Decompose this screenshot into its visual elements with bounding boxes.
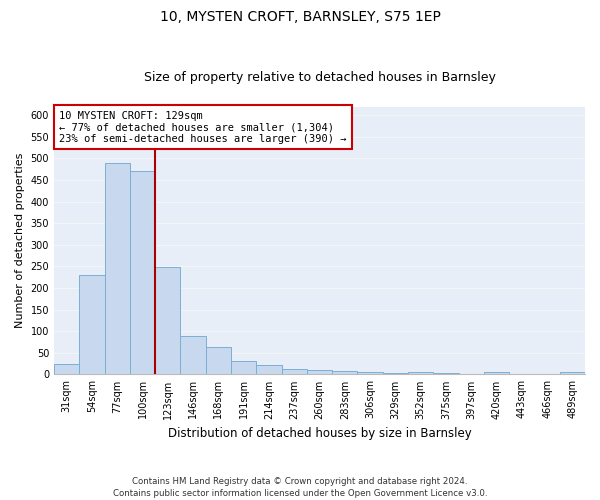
- Bar: [281, 369, 307, 374]
- Bar: [433, 372, 458, 374]
- Text: 10, MYSTEN CROFT, BARNSLEY, S75 1EP: 10, MYSTEN CROFT, BARNSLEY, S75 1EP: [160, 10, 440, 24]
- Bar: [484, 372, 509, 374]
- Bar: [54, 364, 79, 374]
- Y-axis label: Number of detached properties: Number of detached properties: [15, 153, 25, 328]
- Bar: [104, 162, 130, 374]
- Bar: [358, 372, 383, 374]
- X-axis label: Distribution of detached houses by size in Barnsley: Distribution of detached houses by size …: [167, 427, 472, 440]
- Bar: [181, 336, 206, 374]
- Bar: [155, 268, 181, 374]
- Bar: [383, 372, 408, 374]
- Title: Size of property relative to detached houses in Barnsley: Size of property relative to detached ho…: [143, 72, 496, 85]
- Bar: [307, 370, 332, 374]
- Bar: [256, 365, 281, 374]
- Text: 10 MYSTEN CROFT: 129sqm
← 77% of detached houses are smaller (1,304)
23% of semi: 10 MYSTEN CROFT: 129sqm ← 77% of detache…: [59, 110, 347, 144]
- Bar: [560, 372, 585, 374]
- Bar: [408, 372, 433, 374]
- Text: Contains HM Land Registry data © Crown copyright and database right 2024.
Contai: Contains HM Land Registry data © Crown c…: [113, 476, 487, 498]
- Bar: [130, 172, 155, 374]
- Bar: [332, 371, 358, 374]
- Bar: [206, 347, 231, 374]
- Bar: [231, 362, 256, 374]
- Bar: [79, 275, 104, 374]
